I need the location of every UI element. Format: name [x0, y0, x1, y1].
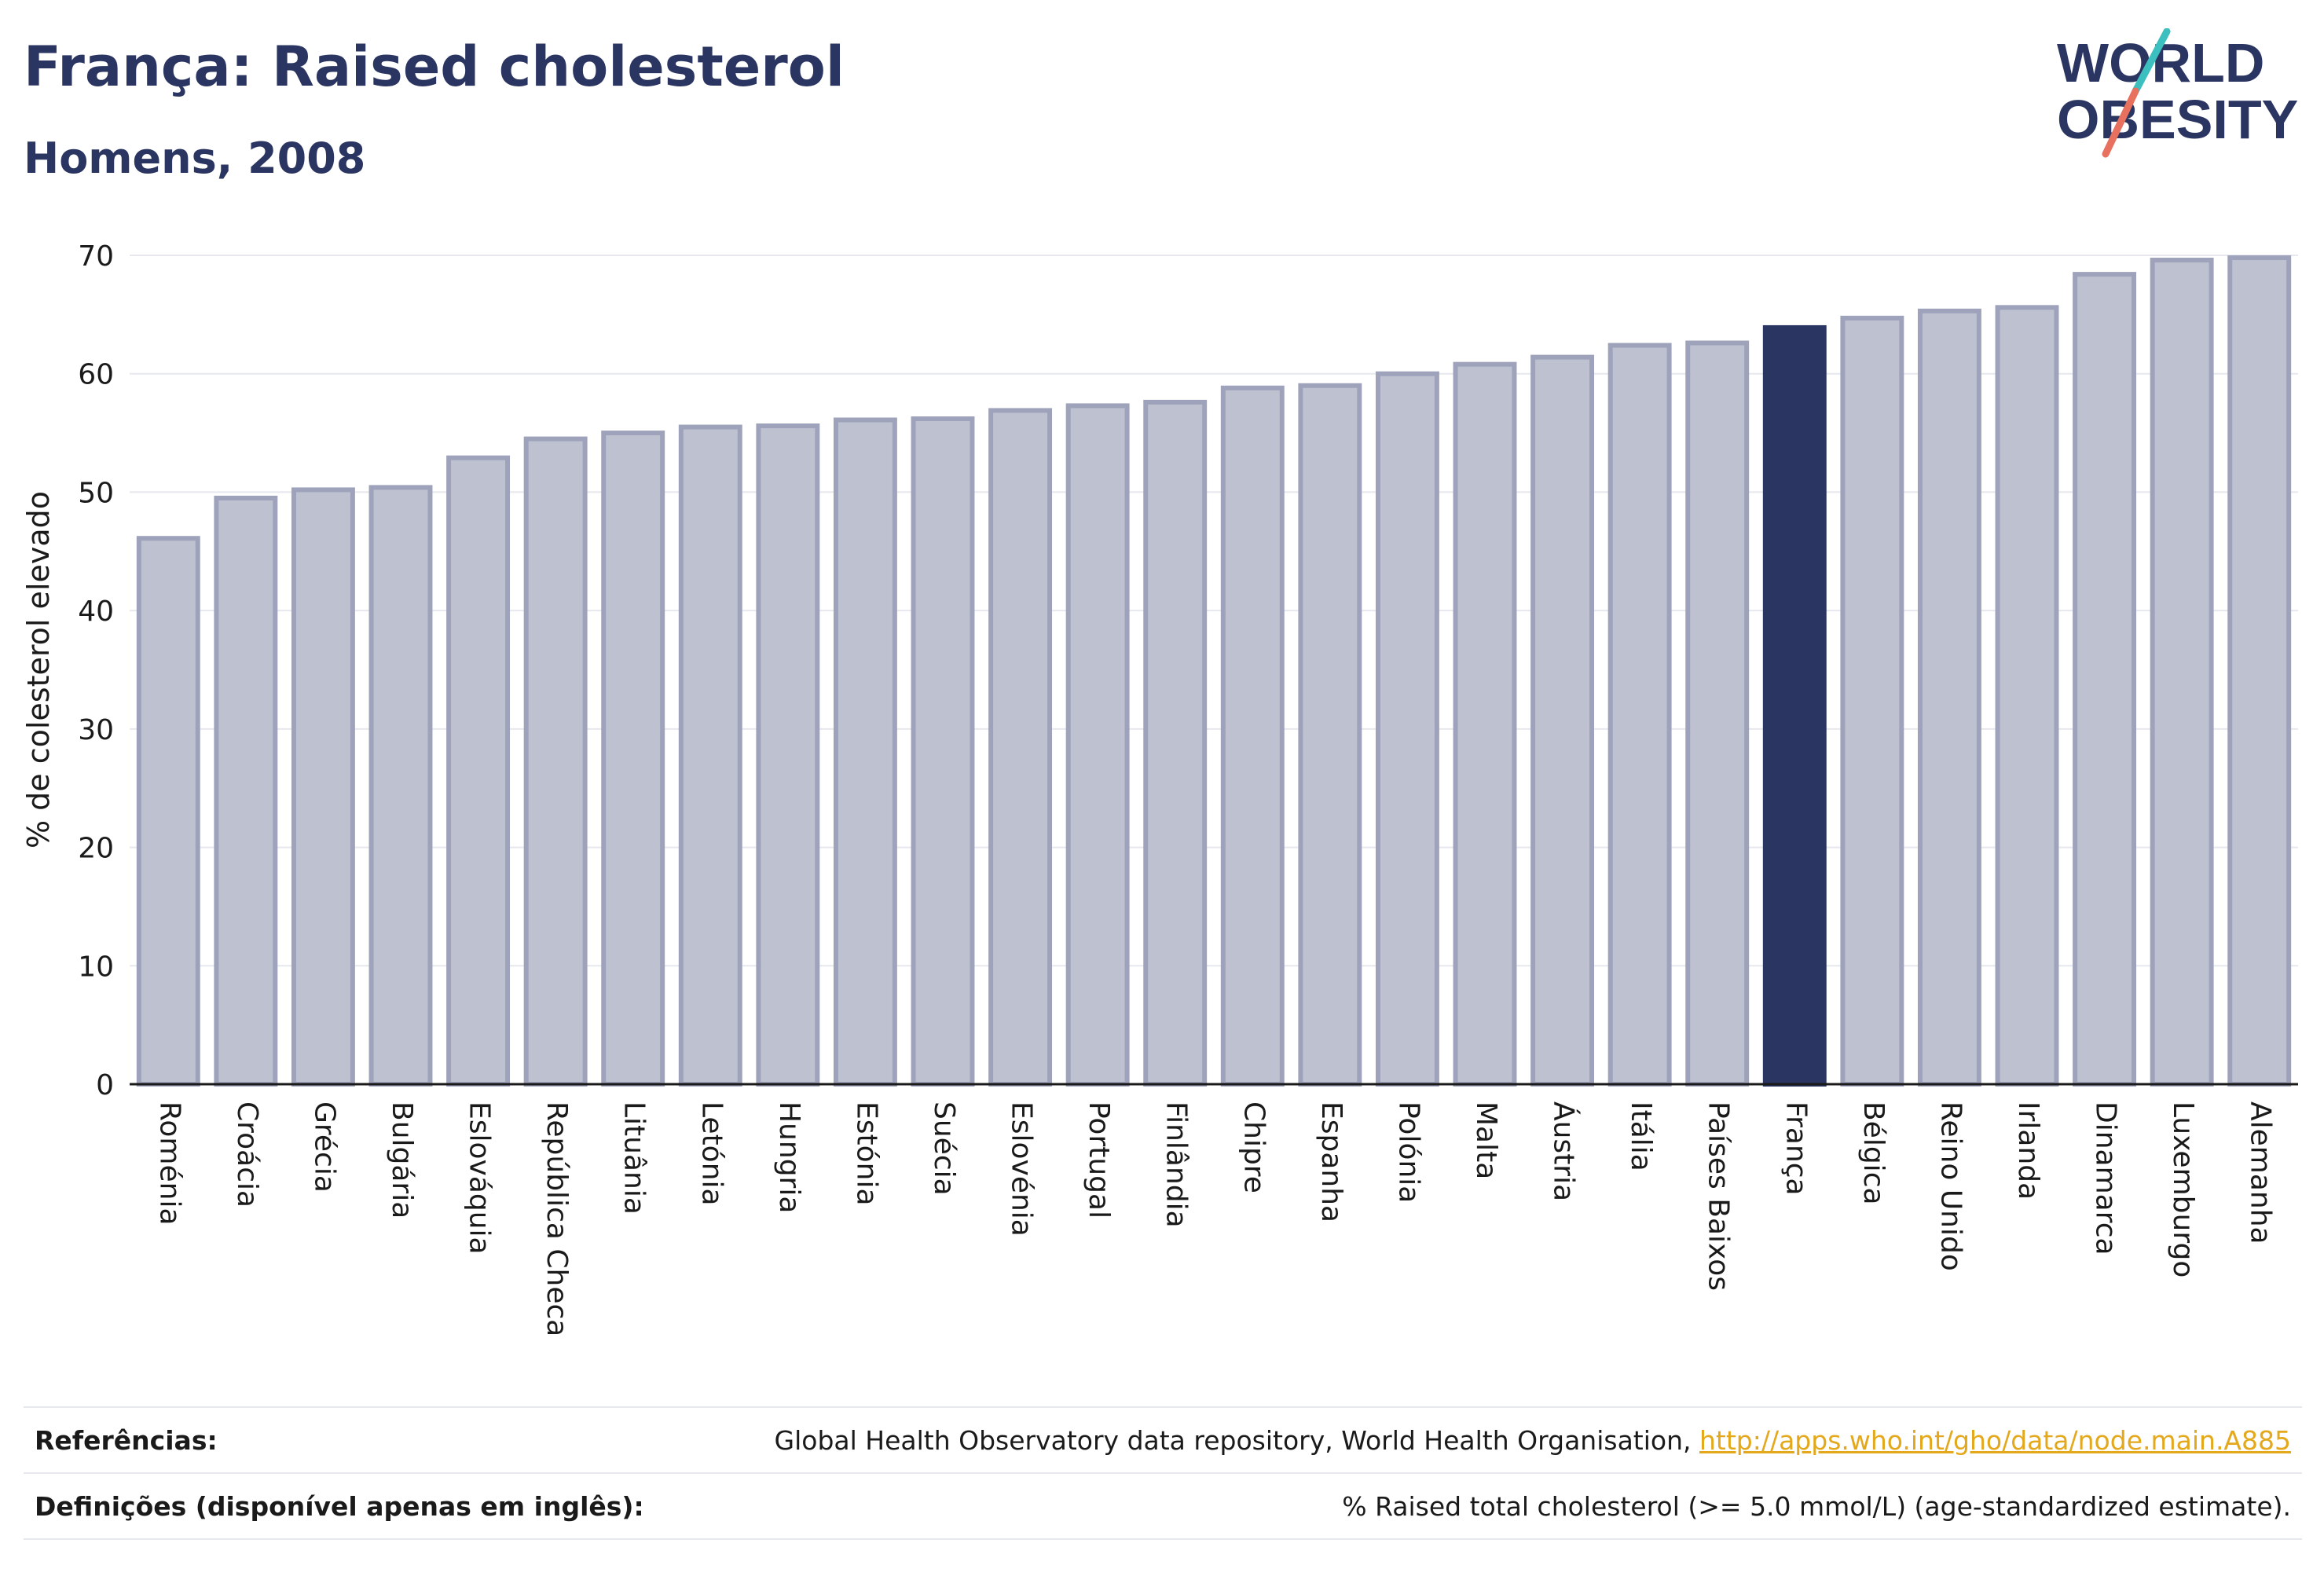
x-tick-label: Áustria — [1548, 1101, 1581, 1201]
bar — [756, 423, 820, 1087]
x-tick-label: Eslováquia — [464, 1101, 496, 1255]
x-tick-label: Letónia — [695, 1101, 728, 1206]
references-link[interactable]: http://apps.who.int/gho/data/node.main.A… — [1699, 1424, 2291, 1456]
x-tick-label: Bulgária — [386, 1101, 418, 1219]
logo-slash-teal — [2132, 28, 2171, 95]
bar — [1530, 354, 1595, 1087]
bar — [1995, 305, 2059, 1087]
bar — [2227, 255, 2292, 1087]
bar — [2073, 272, 2137, 1087]
x-tick-label: Finlândia — [1160, 1101, 1193, 1228]
bar — [1607, 343, 1672, 1087]
bar — [988, 408, 1053, 1087]
bar — [1453, 361, 1517, 1087]
bar — [523, 436, 588, 1087]
bar — [1298, 383, 1362, 1087]
bar — [1065, 403, 1130, 1087]
x-tick-label: Reino Unido — [1934, 1101, 1967, 1271]
definitions-row: Definições (disponível apenas em inglês)… — [24, 1472, 2302, 1540]
bar-highlight — [1762, 324, 1827, 1087]
x-tick-label: Estónia — [850, 1101, 882, 1206]
bar — [291, 487, 355, 1087]
axes: 0 10 20 30 40 50 60 70 Roménia Croácia Grécia Bulgá… — [78, 240, 2298, 1336]
bar — [911, 416, 975, 1087]
y-axis-label: % de colesterol elevado — [21, 491, 56, 848]
x-tick-label: Chipre — [1237, 1101, 1270, 1193]
bar — [446, 455, 511, 1087]
x-tick-label: Polónia — [1392, 1101, 1424, 1203]
bar — [136, 536, 200, 1087]
x-tick-label: Hungria — [773, 1101, 805, 1213]
y-tick-label: 10 — [78, 951, 114, 983]
references-table: Referências: Global Health Observatory d… — [24, 1406, 2302, 1540]
bar — [1143, 399, 1208, 1087]
y-tick-label: 60 — [78, 359, 114, 391]
y-tick-label: 20 — [78, 833, 114, 865]
logo-slash-coral — [2102, 87, 2139, 158]
x-tick-label: Suécia — [928, 1101, 960, 1196]
x-tick-label: Luxemburgo — [2167, 1101, 2199, 1277]
y-tick-label: 30 — [78, 714, 114, 746]
x-tick-label: Eslovénia — [1006, 1101, 1038, 1237]
x-tick-label: Dinamarca — [2090, 1101, 2122, 1255]
bar — [1685, 340, 1750, 1087]
bar — [214, 495, 278, 1087]
bar — [1220, 385, 1285, 1087]
chart-title: França: Raised cholesterol — [24, 35, 845, 99]
bar — [678, 424, 742, 1087]
x-tick-label: Itália — [1625, 1101, 1657, 1171]
x-tick-label: França — [1780, 1101, 1812, 1196]
definitions-label: Definições (disponível apenas em inglês)… — [35, 1490, 644, 1522]
x-tick-label: Espanha — [1315, 1101, 1347, 1222]
x-tick-label: Roménia — [153, 1101, 185, 1226]
x-tick-label: Grécia — [308, 1101, 340, 1193]
x-tick-label: Malta — [1470, 1101, 1502, 1179]
bar — [368, 485, 433, 1087]
world-obesity-logo: WORLD OBESITY — [2057, 28, 2298, 158]
x-tick-label: República Checa — [541, 1101, 573, 1336]
y-tick-label: 40 — [78, 596, 114, 628]
definitions-text: % Raised total cholesterol (>= 5.0 mmol/… — [1342, 1490, 2291, 1522]
bar — [2150, 258, 2214, 1087]
references-row: Referências: Global Health Observatory d… — [24, 1406, 2302, 1472]
references-text: Global Health Observatory data repositor… — [774, 1424, 1699, 1456]
bar — [1375, 371, 1439, 1087]
x-tick-label: Irlanda — [2012, 1101, 2044, 1200]
x-tick-label: Croácia — [231, 1101, 263, 1208]
y-tick-label: 0 — [96, 1069, 114, 1101]
bars — [136, 255, 2292, 1087]
x-tick-label: Lituânia — [618, 1101, 651, 1215]
x-tick-label: Bélgica — [1857, 1101, 1890, 1205]
bar — [1917, 308, 1981, 1087]
references-value: Global Health Observatory data repositor… — [775, 1425, 2291, 1456]
bar-chart: 0 10 20 30 40 50 60 70 Roménia Croácia Grécia Bulgá… — [21, 240, 2298, 1336]
bar — [833, 417, 897, 1087]
y-tick-label: 70 — [78, 240, 114, 273]
bar — [1840, 315, 1904, 1087]
bar — [601, 431, 665, 1087]
chart-subtitle: Homens, 2008 — [24, 134, 366, 183]
x-tick-label: Países Baixos — [1703, 1101, 1735, 1291]
x-tick-label: Alemanha — [2245, 1101, 2277, 1244]
references-label: Referências: — [35, 1424, 218, 1456]
x-tick-label: Portugal — [1083, 1101, 1115, 1219]
y-tick-label: 50 — [78, 477, 114, 509]
logo-text-obesity: OBESITY — [2057, 89, 2298, 150]
